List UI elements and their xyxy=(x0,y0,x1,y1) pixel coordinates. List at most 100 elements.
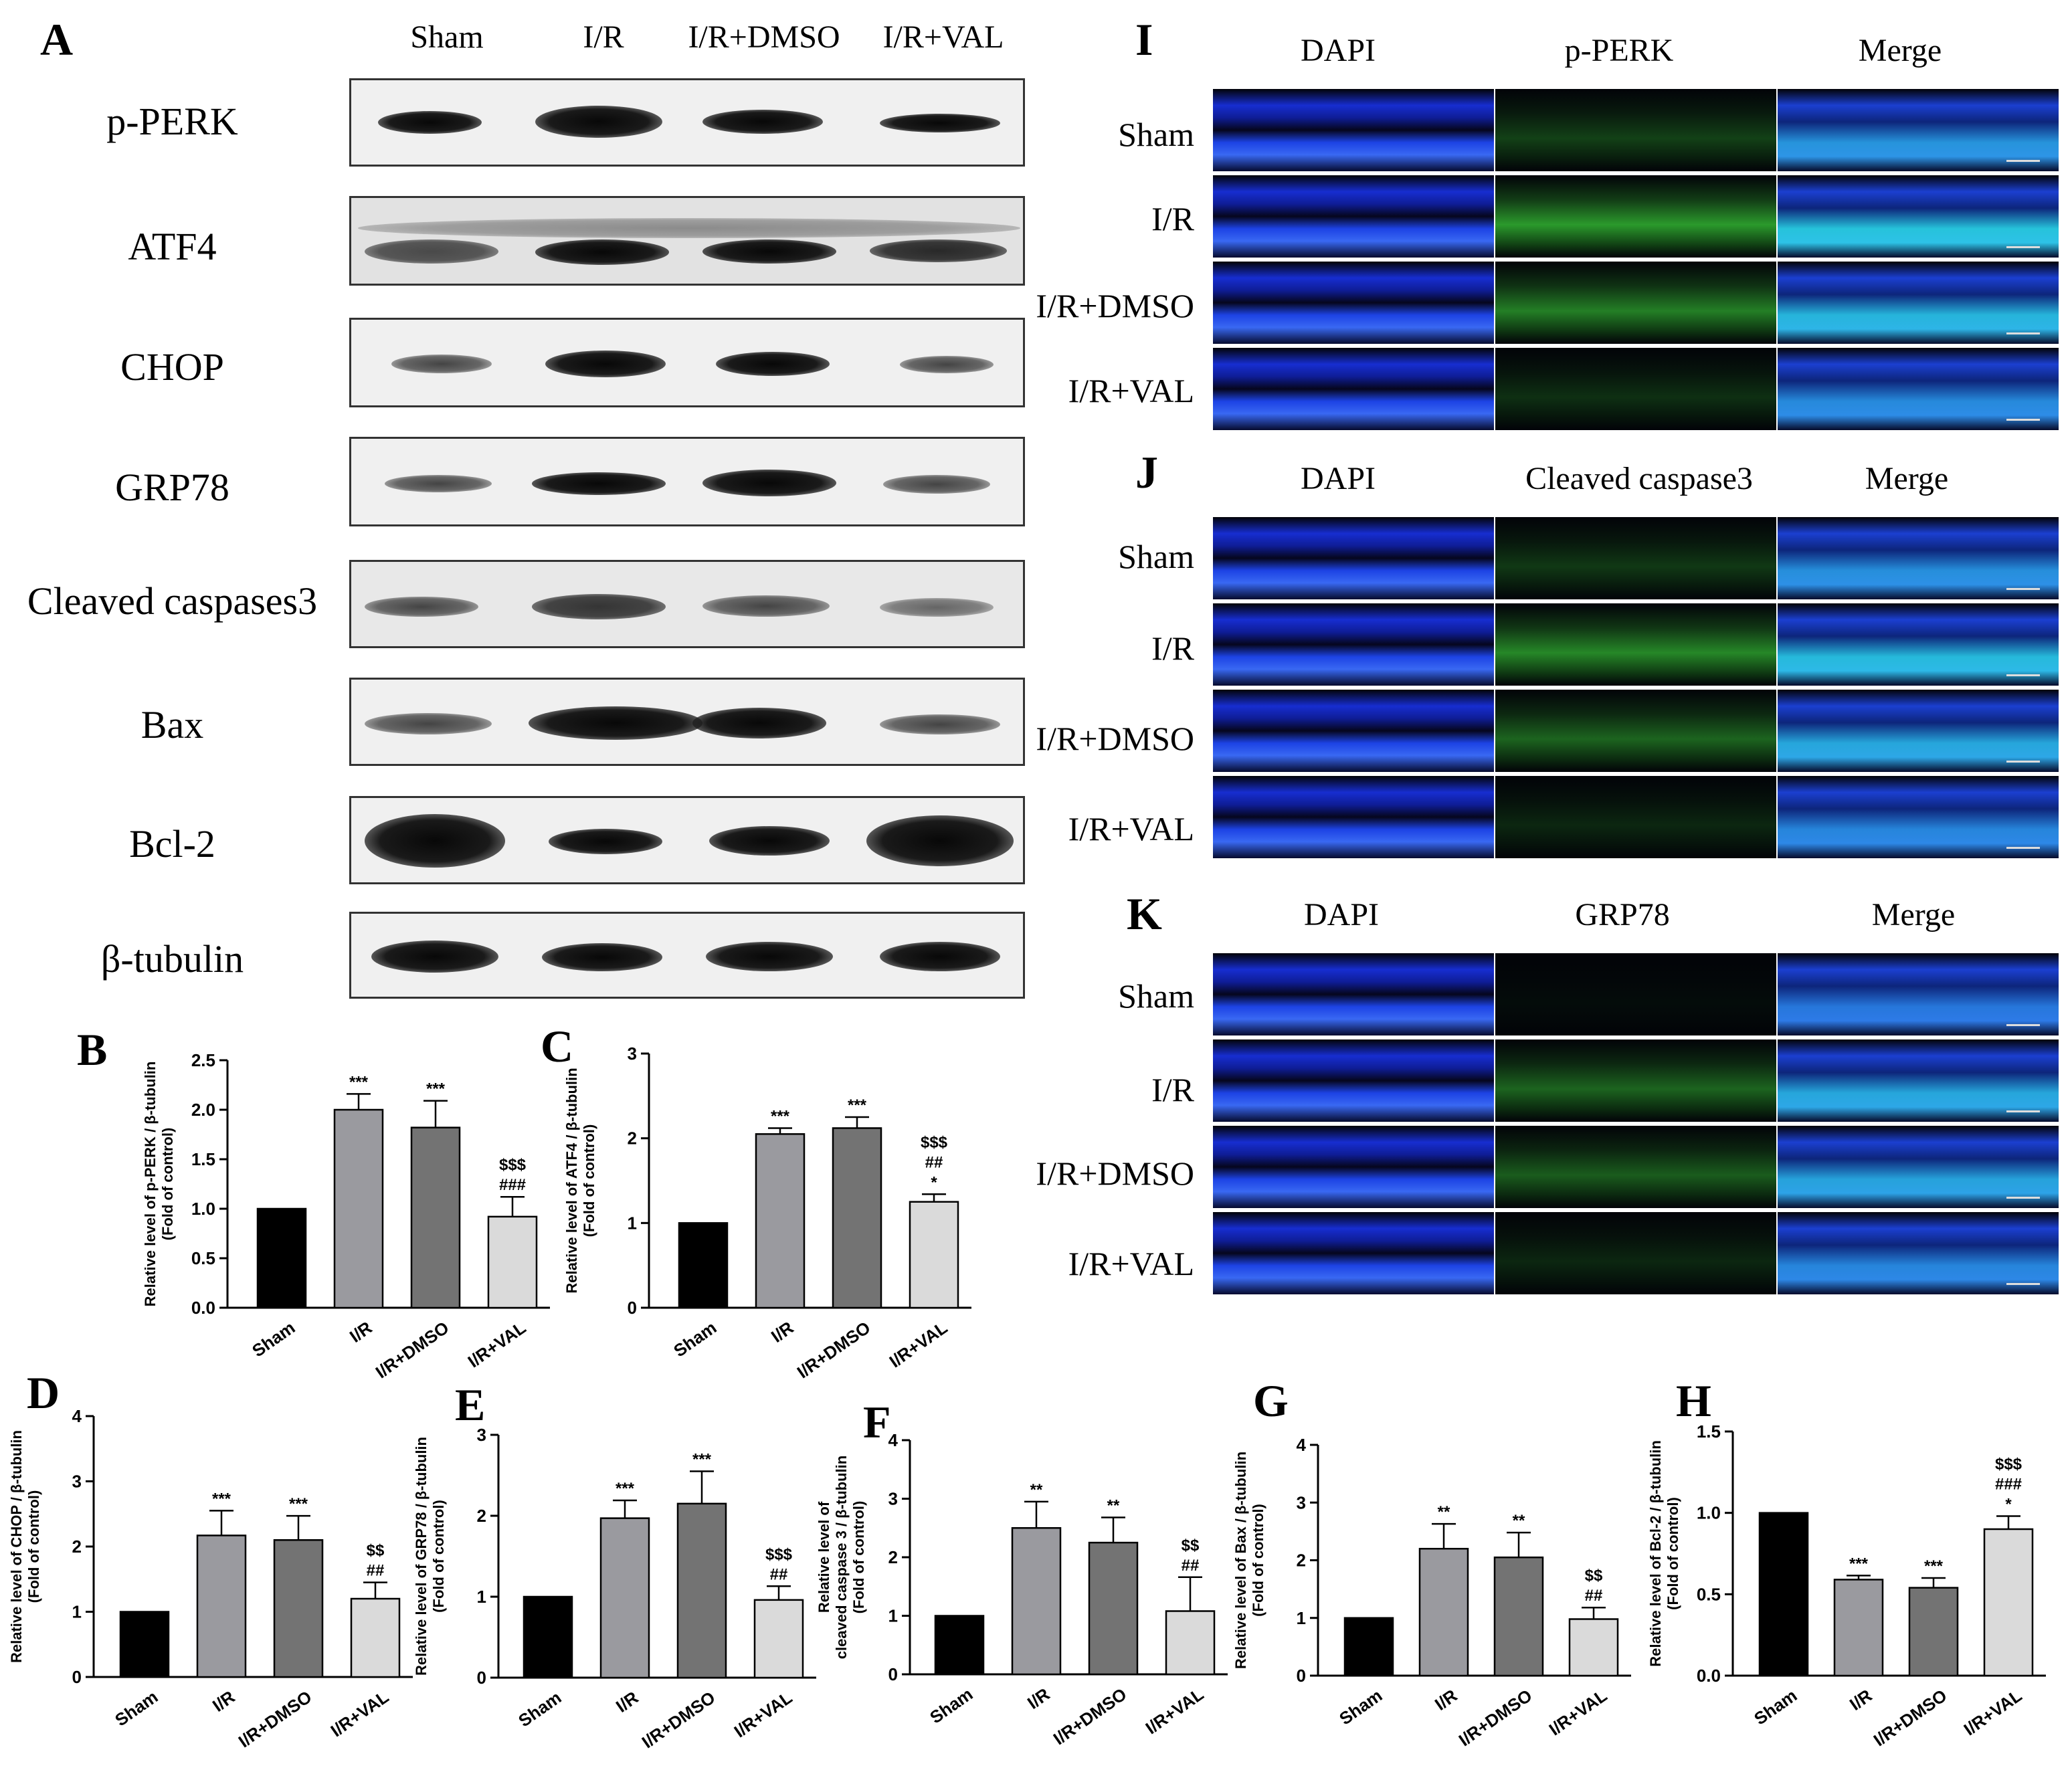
wb-head-ir-dmso: I/R+DMSO xyxy=(688,19,840,55)
significance-label: *** xyxy=(426,1080,446,1098)
y-tick-label: 1 xyxy=(1297,1608,1306,1628)
panel-letter-b: B xyxy=(77,1024,108,1075)
fluorescence-tile xyxy=(1495,690,1776,772)
fluorescence-tile xyxy=(1778,603,2059,686)
fl-row-label: I/R+VAL xyxy=(1068,810,1194,848)
fl-col-header: Merge xyxy=(1865,461,1949,496)
bar-chart-g: 0 1 2 3 4 Relative level of Bax / β-tubulin(F… xyxy=(1232,1435,1631,1750)
bar xyxy=(1088,1541,1139,1676)
x-tick-label: I/R xyxy=(209,1686,239,1716)
fl-col-header: Merge xyxy=(1871,897,1956,932)
significance-label: *** xyxy=(1924,1557,1944,1575)
x-tick-label: I/R+DMSO xyxy=(1050,1684,1131,1749)
bar xyxy=(755,1133,806,1309)
panel-letter-j: J xyxy=(1135,447,1158,498)
scale-bar xyxy=(2006,847,2040,849)
x-tick-label: Sham xyxy=(1750,1685,1800,1728)
y-tick-label: 4 xyxy=(1297,1435,1307,1455)
blot-p-perk xyxy=(349,78,1025,167)
y-tick-label: 0 xyxy=(888,1664,898,1684)
x-tick-label: Sham xyxy=(514,1687,565,1730)
y-tick-label: 4 xyxy=(888,1430,899,1450)
bar xyxy=(350,1597,401,1678)
x-tick-label: Sham xyxy=(111,1686,161,1730)
panel-letter-g: G xyxy=(1253,1375,1289,1426)
fluorescence-tile xyxy=(1213,175,1494,258)
scale-bar xyxy=(2006,332,2040,334)
bar xyxy=(753,1599,804,1679)
significance-label: $$$ xyxy=(765,1545,793,1563)
x-tick-label: Sham xyxy=(670,1317,720,1361)
significance-label: ** xyxy=(1030,1481,1043,1499)
fluorescence-tile xyxy=(1213,348,1494,430)
x-tick-label: I/R xyxy=(1024,1684,1054,1713)
blot-beta-tubulin xyxy=(349,912,1025,999)
fluorescence-tile xyxy=(1495,175,1776,258)
bar-chart-e: 0 1 2 3 Relative level of GRP78 / β-tubulin(… xyxy=(413,1425,816,1752)
significance-label: $$$ xyxy=(499,1156,527,1174)
scale-bar xyxy=(2006,1110,2040,1112)
y-axis-label-line: Relative level of Bcl-2 / β-tubulin xyxy=(1647,1440,1664,1667)
significance-label: *** xyxy=(848,1096,867,1114)
bar xyxy=(523,1595,573,1679)
bar xyxy=(1983,1528,2034,1677)
fl-row-label: I/R+DMSO xyxy=(1036,1155,1194,1192)
y-tick-label: 2 xyxy=(888,1547,898,1567)
fluorescence-tile xyxy=(1213,1126,1494,1208)
panel-letter-h: H xyxy=(1676,1375,1711,1426)
bar xyxy=(909,1201,959,1309)
blot-chop xyxy=(349,318,1025,407)
bar xyxy=(676,1502,727,1679)
x-tick-label: I/R+VAL xyxy=(1960,1685,2026,1739)
significance-label: *** xyxy=(692,1450,712,1468)
fl-col-header: GRP78 xyxy=(1575,897,1670,932)
significance-label: *** xyxy=(212,1490,231,1508)
y-tick-label: 0 xyxy=(72,1667,82,1687)
y-axis-label-line: Relative level of GRP78 / β-tubulin xyxy=(413,1437,430,1676)
y-axis-label-line: (Fold of control) xyxy=(25,1490,42,1603)
fluorescence-tile xyxy=(1213,776,1494,858)
bar xyxy=(1833,1579,1884,1677)
fl-row-label: I/R+VAL xyxy=(1068,1245,1194,1282)
bar xyxy=(1908,1587,1959,1677)
fluorescence-tile xyxy=(1778,89,2059,171)
x-tick-label: I/R+DMSO xyxy=(638,1687,719,1752)
fluorescence-tile xyxy=(1213,953,1494,1035)
x-tick-label: Sham xyxy=(248,1317,298,1361)
y-axis-label: Relative level ofcleaved caspase 3 / β-t… xyxy=(816,1456,867,1659)
y-tick-label: 0.5 xyxy=(1697,1584,1721,1604)
y-axis-label-line: Relative level of p-PERK / β-tubulin xyxy=(142,1062,159,1307)
panel-letter-k: K xyxy=(1127,888,1162,939)
x-tick-label: I/R xyxy=(346,1317,376,1347)
panel-letter-a: A xyxy=(40,14,74,65)
x-tick-label: I/R xyxy=(1846,1685,1876,1714)
fluorescence-tile xyxy=(1495,1040,1776,1122)
x-tick-label: I/R+DMSO xyxy=(1870,1685,1951,1750)
y-tick-label: 0.0 xyxy=(191,1298,215,1318)
significance-label: ** xyxy=(1107,1497,1120,1515)
y-axis-label-line: cleaved caspase 3 / β-tubulin xyxy=(833,1456,850,1659)
x-tick-label: I/R+VAL xyxy=(886,1317,951,1371)
y-tick-label: 0 xyxy=(477,1668,486,1688)
y-axis-label: Relative level of ATF4 / β-tubulin(Fold … xyxy=(563,1068,597,1293)
significance-label: ## xyxy=(770,1565,788,1583)
x-tick-label: I/R xyxy=(612,1687,642,1716)
scale-bar xyxy=(2006,761,2040,763)
bar-chart-b: 0.0 0.5 1.0 1.5 2.0 2.5 Relative level of p-PE… xyxy=(142,1050,550,1382)
wb-label-cleaved-caspase3: Cleaved caspases3 xyxy=(27,579,318,623)
significance-label: * xyxy=(2005,1496,2012,1514)
bar xyxy=(1165,1610,1216,1676)
fluorescence-tile xyxy=(1778,776,2059,858)
y-axis-label: Relative level of CHOP / β-tubulin(Fold … xyxy=(8,1430,42,1663)
x-tick-label: I/R+VAL xyxy=(1545,1685,1611,1739)
bar xyxy=(196,1535,247,1678)
y-tick-label: 1 xyxy=(477,1587,486,1607)
fl-row-label: I/R+DMSO xyxy=(1036,720,1194,757)
y-tick-label: 2 xyxy=(72,1537,82,1557)
significance-label: *** xyxy=(616,1480,635,1498)
y-tick-label: 2.0 xyxy=(191,1100,215,1120)
fl-col-header: p-PERK xyxy=(1564,33,1674,68)
fluorescence-tile xyxy=(1778,1040,2059,1122)
y-tick-label: 1 xyxy=(628,1213,637,1233)
blot-atf4 xyxy=(349,196,1025,286)
